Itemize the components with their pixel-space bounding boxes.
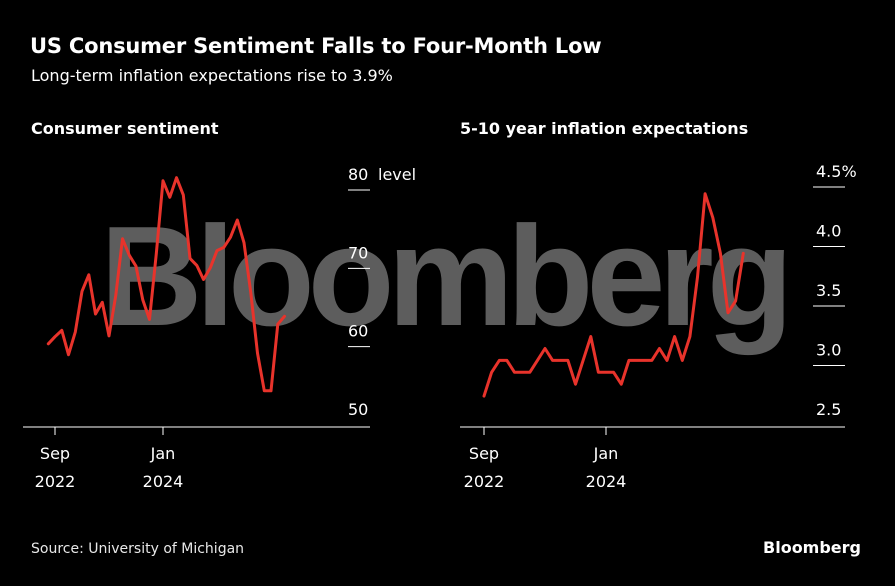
bloomberg-logo: Bloomberg — [763, 538, 861, 557]
chart-title: US Consumer Sentiment Falls to Four-Mont… — [30, 34, 602, 58]
y-tick-label: 60 — [348, 322, 368, 341]
y-tick-label: 4.0 — [816, 222, 841, 241]
x-tick-label-year: 2022 — [464, 472, 505, 491]
left-panel-title: Consumer sentiment — [31, 119, 219, 138]
x-tick-label-month: Sep — [40, 444, 70, 463]
chart-subtitle: Long-term inflation expectations rise to… — [31, 66, 393, 85]
x-tick-label-year: 2024 — [143, 472, 184, 491]
series-line — [482, 192, 745, 398]
x-tick-label-month: Jan — [593, 444, 619, 463]
y-tick-label: 2.5 — [816, 400, 841, 419]
y-tick-label: 4.5% — [816, 162, 857, 181]
y-axis-unit-label: level — [378, 165, 416, 184]
source-note: Source: University of Michigan — [31, 541, 245, 557]
y-tick-label: 50 — [348, 400, 368, 419]
y-tick-label: 3.5 — [816, 281, 841, 300]
x-tick-label-month: Sep — [469, 444, 499, 463]
series-line — [46, 176, 286, 393]
y-tick-label: 3.0 — [816, 341, 841, 360]
x-tick-label-month: Jan — [150, 444, 176, 463]
x-tick-label-year: 2022 — [35, 472, 76, 491]
right-panel-title: 5-10 year inflation expectations — [460, 119, 749, 138]
x-tick-label-year: 2024 — [586, 472, 627, 491]
y-tick-label: 80 — [348, 165, 368, 184]
y-tick-label: 70 — [348, 243, 368, 262]
